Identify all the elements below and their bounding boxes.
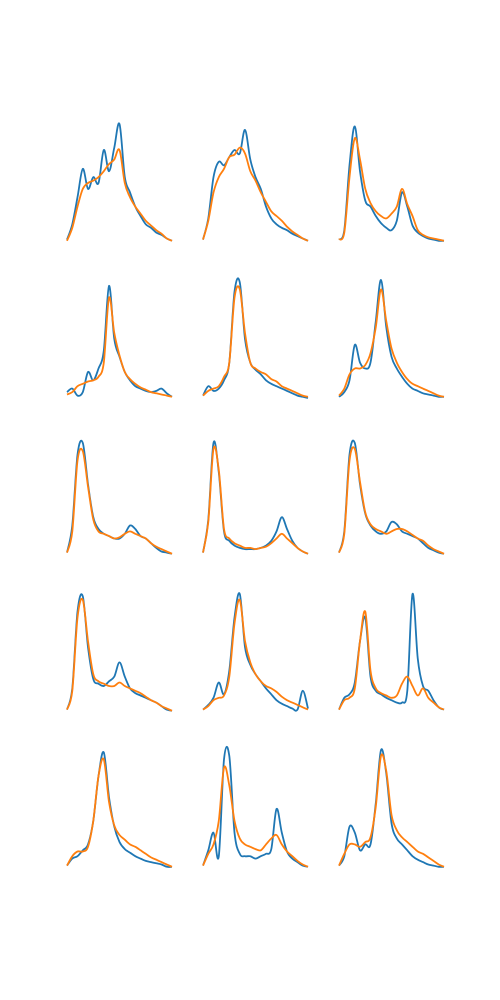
- series-line-blue: [66, 593, 173, 712]
- series-line-orange: [202, 765, 309, 868]
- series-line-orange: [66, 296, 173, 398]
- series-line-blue: [338, 748, 445, 868]
- series-line-orange: [202, 146, 309, 242]
- series-line-orange: [338, 288, 445, 398]
- series-line-orange: [338, 610, 445, 711]
- series-line-blue: [66, 751, 173, 868]
- subplot-r4-c1: [66, 593, 173, 712]
- subplot-r4-c2: [202, 592, 309, 712]
- series-line-orange: [66, 757, 173, 868]
- series-line-orange: [202, 445, 309, 555]
- series-line-orange: [202, 598, 309, 711]
- series-line-blue: [338, 439, 445, 555]
- series-line-blue: [202, 745, 309, 868]
- series-line-blue: [202, 440, 309, 555]
- series-line-blue: [202, 277, 309, 399]
- subplot-r1-c2: [202, 128, 309, 242]
- series-line-orange: [66, 148, 173, 242]
- series-line-orange: [202, 285, 309, 398]
- subplot-r3-c2: [202, 440, 309, 555]
- series-line-blue: [66, 284, 173, 398]
- subplot-r4-c3: [338, 593, 445, 711]
- series-line-blue: [202, 592, 309, 712]
- subplot-r1-c1: [66, 122, 173, 242]
- series-line-orange: [66, 447, 173, 555]
- series-line-blue: [66, 122, 173, 242]
- subplot-r2-c3: [338, 279, 445, 398]
- series-line-orange: [338, 137, 445, 242]
- series-line-blue: [338, 279, 445, 398]
- subplot-r5-c2: [202, 745, 309, 868]
- series-line-orange: [338, 446, 445, 555]
- subplot-r2-c1: [66, 284, 173, 398]
- subplot-r3-c3: [338, 439, 445, 555]
- subplot-r5-c1: [66, 751, 173, 868]
- series-line-blue: [338, 125, 445, 242]
- series-line-blue: [202, 128, 309, 242]
- series-line-orange: [338, 753, 445, 868]
- subplot-r3-c1: [66, 439, 173, 555]
- series-line-orange: [66, 597, 173, 712]
- subplot-r5-c3: [338, 748, 445, 868]
- subplot-r1-c3: [338, 125, 445, 242]
- subplot-r2-c2: [202, 277, 309, 399]
- subplot-grid: [66, 122, 445, 868]
